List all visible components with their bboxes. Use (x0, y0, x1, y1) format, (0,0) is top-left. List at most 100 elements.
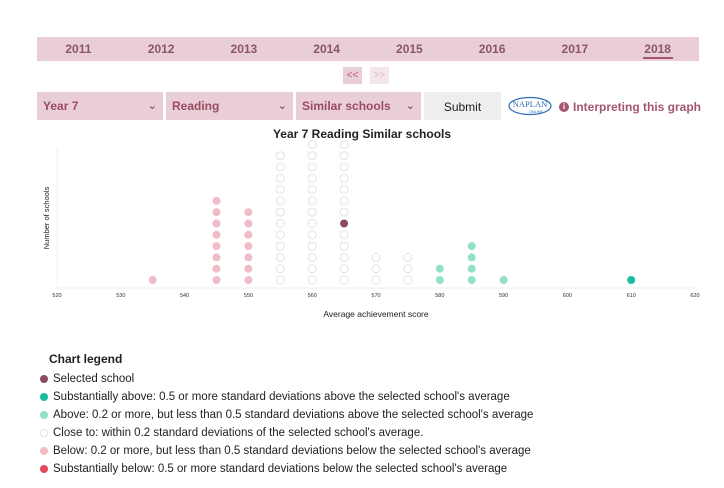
school-dot-close[interactable] (403, 252, 413, 262)
school-dot-close[interactable] (307, 196, 317, 206)
year-level-select[interactable]: Year 7 ⌄ (37, 92, 163, 120)
next-years-button[interactable]: >> (370, 67, 389, 84)
naplan-logo[interactable]: NAPLAN ONLINE (507, 96, 553, 116)
school-dot-close[interactable] (371, 264, 381, 274)
school-dot-close[interactable] (307, 140, 317, 149)
school-dot-close[interactable] (339, 151, 349, 161)
school-dot-close[interactable] (339, 264, 349, 274)
school-dot-below[interactable] (244, 208, 253, 217)
school-dot-above[interactable] (435, 276, 444, 284)
school-dot-below[interactable] (212, 208, 221, 217)
school-dot-close[interactable] (339, 275, 349, 285)
school-dot-close[interactable] (275, 162, 285, 172)
school-dot-below[interactable] (244, 276, 253, 284)
school-dot-close[interactable] (307, 241, 317, 251)
x-tick-label: 610 (627, 293, 636, 299)
school-dot-close[interactable] (339, 140, 349, 149)
domain-value: Reading (172, 99, 220, 113)
school-dot-close[interactable] (275, 196, 285, 206)
school-dot-selected[interactable] (340, 219, 349, 228)
school-dot-close[interactable] (339, 196, 349, 206)
school-dot-below[interactable] (212, 196, 221, 205)
tab-year-2018[interactable]: 2018 (616, 37, 699, 61)
school-dot-close[interactable] (307, 207, 317, 217)
chart-title: Year 7 Reading Similar schools (272, 127, 452, 141)
school-dot-below[interactable] (244, 219, 253, 228)
school-dot-close[interactable] (371, 252, 381, 262)
tab-year-2013[interactable]: 2013 (230, 42, 258, 56)
school-dot-close[interactable] (307, 230, 317, 240)
school-dot-close[interactable] (307, 162, 317, 172)
x-tick-label: 590 (499, 293, 508, 299)
school-dot-close[interactable] (339, 207, 349, 217)
school-dot-close[interactable] (403, 264, 413, 274)
tab-year-2016[interactable]: 2016 (478, 42, 506, 56)
school-dot-close[interactable] (339, 173, 349, 183)
school-dot-below[interactable] (212, 264, 221, 273)
school-dot-close[interactable] (275, 241, 285, 251)
school-dot-close[interactable] (307, 252, 317, 262)
dot-plot-chart: Number of schools Average achievement sc… (42, 140, 700, 319)
school-dot-below[interactable] (244, 242, 253, 251)
legend-item-close: Close to: within 0.2 standard deviations… (40, 424, 533, 442)
school-dot-close[interactable] (275, 275, 285, 285)
school-dot-above[interactable] (467, 276, 476, 284)
y-axis-label: Number of schools (42, 186, 51, 249)
school-dot-below[interactable] (148, 276, 157, 284)
school-dot-close[interactable] (275, 185, 285, 195)
prev-years-button[interactable]: << (343, 67, 362, 84)
legend-label: Substantially above: 0.5 or more standar… (53, 391, 510, 403)
school-dot-close[interactable] (275, 230, 285, 240)
school-dot-close[interactable] (275, 151, 285, 161)
tab-year-2012[interactable]: 2012 (147, 42, 175, 56)
x-tick-label: 530 (116, 293, 125, 299)
tab-year-2017[interactable]: 2017 (561, 42, 589, 56)
school-dot-close[interactable] (403, 275, 413, 285)
legend-item-selected: Selected school (40, 370, 533, 388)
school-dot-close[interactable] (339, 162, 349, 172)
school-dot-below[interactable] (212, 242, 221, 251)
school-dot-close[interactable] (371, 275, 381, 285)
tab-year-2015[interactable]: 2015 (396, 42, 423, 56)
school-dot-close[interactable] (275, 252, 285, 262)
school-dot-above[interactable] (467, 253, 476, 262)
domain-select[interactable]: Reading ⌄ (166, 92, 293, 120)
school-dot-close[interactable] (307, 185, 317, 195)
school-dot-below[interactable] (244, 230, 253, 239)
chart-legend: Chart legend Selected school Substantiall… (40, 352, 533, 478)
school-dot-close[interactable] (307, 151, 317, 161)
school-dot-close[interactable] (275, 219, 285, 228)
x-tick-label: 570 (371, 293, 380, 299)
school-dot-below[interactable] (212, 219, 221, 228)
school-dot-substantially-above[interactable] (627, 276, 636, 284)
legend-item-substantially-below: Substantially below: 0.5 or more standar… (40, 460, 533, 478)
comparison-select[interactable]: Similar schools ⌄ (296, 92, 421, 120)
school-dot-close[interactable] (307, 219, 317, 228)
school-dot-close[interactable] (307, 264, 317, 274)
school-dot-below[interactable] (244, 253, 253, 262)
school-dot-close[interactable] (307, 275, 317, 285)
interpreting-graph-link[interactable]: i Interpreting this graph (559, 100, 701, 114)
school-dot-above[interactable] (499, 276, 508, 284)
legend-swatch-above (40, 411, 48, 419)
school-dot-close[interactable] (275, 264, 285, 274)
school-dot-below[interactable] (212, 253, 221, 262)
school-dot-close[interactable] (307, 173, 317, 183)
school-dot-above[interactable] (467, 264, 476, 273)
school-dot-below[interactable] (244, 264, 253, 273)
school-dot-close[interactable] (275, 207, 285, 217)
school-dot-above[interactable] (435, 264, 444, 273)
school-dot-close[interactable] (275, 173, 285, 183)
tab-year-2014[interactable]: 2014 (313, 42, 340, 56)
school-dot-above[interactable] (467, 242, 476, 251)
tab-year-2011[interactable]: 2011 (65, 42, 92, 56)
school-dot-close[interactable] (339, 252, 349, 262)
school-dot-below[interactable] (212, 230, 221, 239)
school-dot-close[interactable] (339, 230, 349, 240)
legend-label: Below: 0.2 or more, but less than 0.5 st… (53, 445, 531, 457)
submit-button[interactable]: Submit (424, 92, 501, 120)
x-tick-label: 520 (52, 293, 61, 299)
school-dot-close[interactable] (339, 241, 349, 251)
school-dot-below[interactable] (212, 276, 221, 284)
school-dot-close[interactable] (339, 185, 349, 195)
